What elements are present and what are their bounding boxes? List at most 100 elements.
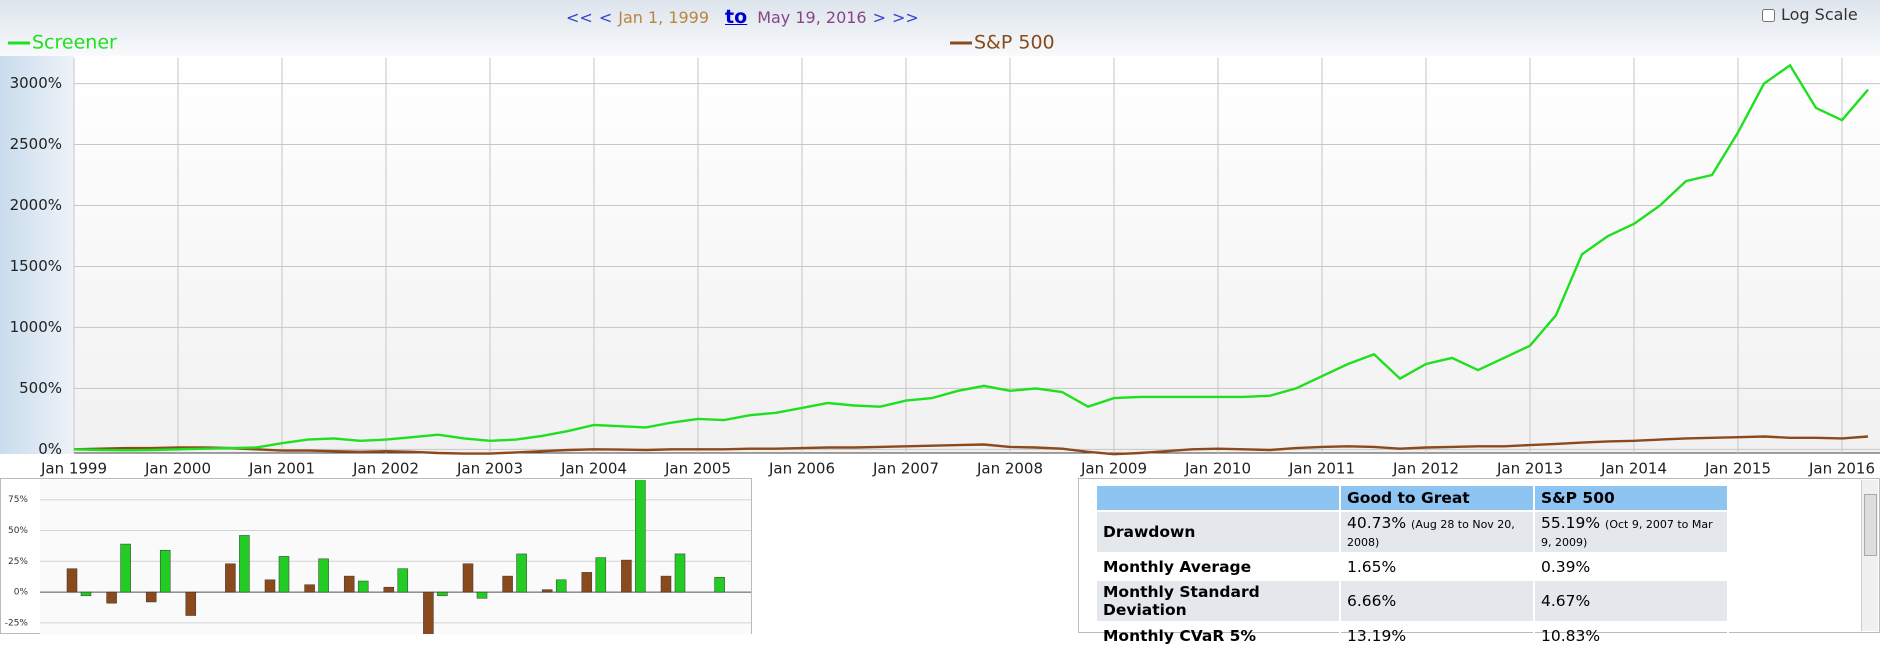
bar [225,563,236,593]
bar [304,584,315,593]
series-line [73,435,1869,456]
y-tick-label: 25% [8,557,28,567]
next-button[interactable]: > [872,8,887,27]
bar [581,572,593,593]
cell: 4.67% [1534,579,1729,622]
x-tick-label: Jan 2002 [352,460,419,478]
x-tick-label: Jan 2004 [560,460,627,478]
y-tick-label: 2500% [10,135,62,153]
cell-value: 40.73% [1347,514,1407,532]
bars-group [66,480,725,634]
end-date[interactable]: May 19, 2016 [757,8,867,27]
bar [635,480,646,593]
column-header: S&P 500 [1534,486,1729,511]
bar [595,557,607,593]
log-scale-label: Log Scale [1781,5,1858,24]
x-tick-label: Jan 2013 [1496,460,1563,478]
bar [278,556,290,593]
y-tick-label: 0% [38,440,62,458]
x-tick-label: Jan 2012 [1392,460,1459,478]
cell-value: 55.19% [1541,514,1601,532]
scrollbar[interactable] [1861,480,1878,631]
bar [660,575,672,593]
x-tick-label: Jan 2001 [248,460,315,478]
cell: 40.73% (Aug 28 to Nov 20, 2008) [1340,510,1535,553]
to-link[interactable]: to [725,6,748,28]
bar [555,579,567,593]
bar [318,558,329,593]
bar [357,580,369,593]
bar [66,568,78,593]
cell: 1.65% [1340,552,1535,580]
x-tick-label: Jan 2008 [976,460,1043,478]
bar [120,543,131,593]
first-button[interactable]: << [566,8,593,27]
bar [502,575,513,593]
bar [264,579,276,593]
cell: 13.19% [1340,621,1535,648]
y-tick-label: -25% [5,618,29,628]
start-date[interactable]: Jan 1, 1999 [618,8,710,27]
row-label: Drawdown [1097,510,1341,553]
cell: 0.39% [1534,552,1729,580]
cell: 6.66% [1340,579,1535,622]
x-tick-label: Jan 1999 [40,460,107,478]
x-tick-label: Jan 2003 [456,460,523,478]
y-axis-band [0,56,74,454]
bar [106,591,117,604]
last-button[interactable]: >> [892,8,919,27]
row-label: Monthly CVaR 5% [1097,621,1341,648]
bar [541,589,553,593]
main-chart: 0% 500% 1000% 1500% 2000% 2500% 3000% Jan 1999 J… [0,32,1880,478]
y-tick-label: 0% [14,588,29,598]
prev-button[interactable]: < [598,8,613,27]
bar-chart: -25% 0% 25% 50% 75% [0,478,752,634]
bar [185,591,197,616]
x-tick-label: Jan 2007 [872,460,939,478]
y-tick-label: 50% [8,526,28,536]
y-tick-label: 1500% [10,257,62,275]
stats-table-panel: Good to Great S&P 500 Drawdown 40.73% (Au… [1078,478,1880,648]
stats-table: Good to Great S&P 500 Drawdown 40.73% (Au… [1097,486,1729,648]
legend-label: S&P 500 [974,32,1055,54]
cell-note: (Aug 28 to Nov 20, 2008) [1347,518,1515,549]
bar [674,553,686,593]
x-tick-label: Jan 2015 [1704,460,1771,478]
bar [397,568,409,593]
row-label: Monthly Average [1097,552,1341,580]
bar [80,591,92,597]
bar [383,586,395,593]
cell: 55.19% (Oct 9, 2007 to Mar 9, 2009) [1534,510,1729,553]
scroll-thumb[interactable] [1864,494,1877,556]
x-tick-label: Jan 2011 [1288,460,1355,478]
y-tick-label: 1000% [10,318,62,336]
bar [621,559,632,593]
bar [462,563,474,593]
bar [423,591,434,634]
bar [159,549,171,593]
bar [714,577,725,593]
series-line [73,63,1869,452]
x-tick-label: Jan 2000 [144,460,211,478]
legend-label: Screener [32,32,117,54]
toolbar: << < Jan 1, 1999 to May 19, 2016 > >> Log Scal… [0,0,1880,56]
log-scale-toggle[interactable]: Log Scale [1762,5,1858,24]
x-tick-label: Jan 2009 [1080,460,1147,478]
column-header: Good to Great [1340,486,1535,511]
y-tick-label: 2000% [10,196,62,214]
x-tick-label: Jan 2006 [768,460,835,478]
x-tick-label: Jan 2014 [1600,460,1667,478]
log-scale-checkbox[interactable] [1762,9,1775,22]
x-tick-label: Jan 2016 [1808,460,1875,478]
bar-plot-area [40,480,751,634]
bar [145,591,157,603]
corner-cell [1097,486,1341,511]
y-tick-label: 500% [19,379,62,397]
date-navigation: << < Jan 1, 1999 to May 19, 2016 > >> [566,6,925,28]
y-tick-label: 75% [8,495,28,505]
row-label: Monthly Standard Deviation [1097,579,1341,622]
cell-note: (Oct 9, 2007 to Mar 9, 2009) [1541,518,1713,549]
bar [437,591,448,597]
bar [516,553,527,593]
